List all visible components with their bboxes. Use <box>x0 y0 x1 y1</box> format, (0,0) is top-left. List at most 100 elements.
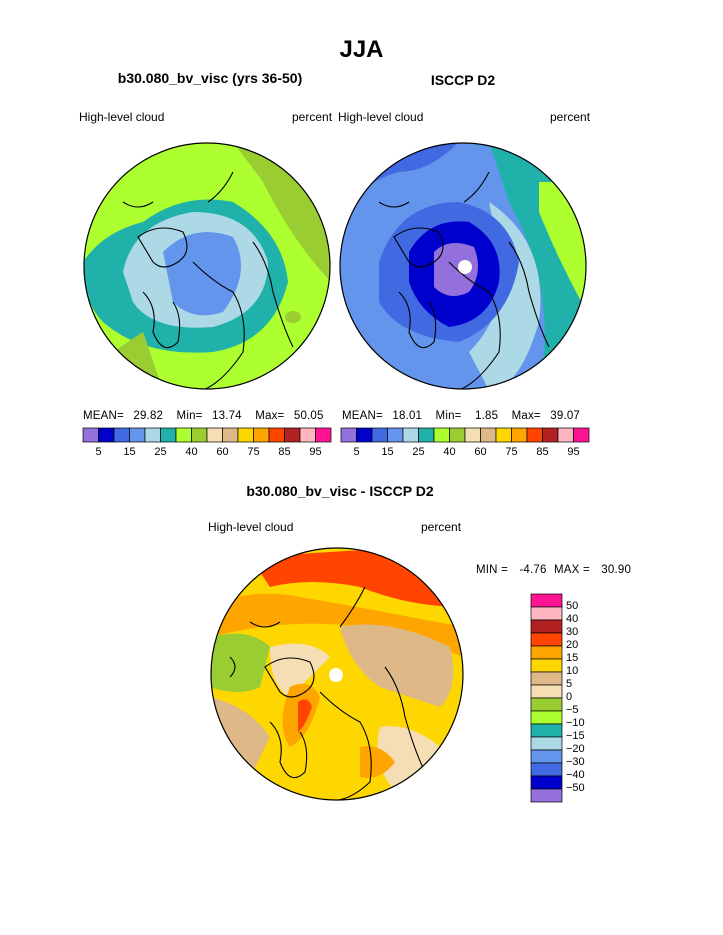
panel1-colorbar-swatch <box>82 427 99 443</box>
panel1-colorbar-swatch <box>268 427 285 443</box>
panel2-colorbar-swatch <box>387 427 404 443</box>
diff-colorbar-label: 40 <box>566 613 579 625</box>
diff-colorbar-swatch <box>530 710 563 725</box>
panel2-colorbar-tick-label: 25 <box>412 446 425 458</box>
diff-colorbar-swatch <box>530 697 563 712</box>
panel1-colorbar-swatch <box>206 427 223 443</box>
diff-colorbar-swatch <box>530 645 563 660</box>
diff-field-label: High-level cloud <box>208 520 294 534</box>
diff-colorbar-swatch <box>530 723 563 738</box>
panel2-units-label: percent <box>550 110 591 124</box>
panel2-min-label: Min= <box>435 410 462 422</box>
panel1-colorbar-swatch <box>253 427 270 443</box>
diff-units-label: percent <box>421 520 462 534</box>
panel2-colorbar-swatch <box>542 427 559 443</box>
diff-stats: MIN = -4.76 MAX = 30.90 <box>476 564 631 576</box>
diff-colorbar-swatch <box>530 658 563 673</box>
panel2-colorbar-swatch <box>573 427 590 443</box>
diff-colorbar-swatch <box>530 736 563 751</box>
panel1-colorbar-swatch <box>160 427 177 443</box>
diff-max-value: 30.90 <box>601 564 632 576</box>
panel2-colorbar-swatch <box>495 427 512 443</box>
panel1-colorbar-swatch <box>299 427 316 443</box>
panel1-colorbar-swatch <box>113 427 130 443</box>
diff-colorbar-label: 5 <box>566 678 573 690</box>
diff-colorbar-swatch <box>530 762 563 777</box>
panel2-colorbar <box>340 427 590 443</box>
panel2-colorbar-tick-label: 60 <box>474 446 487 458</box>
diff-colorbar-swatch <box>530 606 563 621</box>
panel1-colorbar-swatch <box>98 427 115 443</box>
panel1-colorbar-tick-label: 15 <box>123 446 136 458</box>
panel1-colorbar-swatch <box>191 427 208 443</box>
diff-colorbar-label: −10 <box>566 717 585 729</box>
diff-colorbar-label: −30 <box>566 756 585 768</box>
panel1-colorbar-swatch <box>315 427 332 443</box>
panel1-stats: MEAN= 29.82 Min= 13.74 Max= 50.05 <box>83 410 331 422</box>
panel2-colorbar-tick-label: 5 <box>353 446 360 458</box>
panel1-colorbar-swatch <box>144 427 161 443</box>
panel2-max-label: Max= <box>511 410 541 422</box>
panel1-mean-label: MEAN= <box>83 410 124 422</box>
diff-subtitle: b30.080_bv_visc - ISCCP D2 <box>246 483 434 499</box>
panel1-colorbar-tick-label: 5 <box>95 446 102 458</box>
diff-colorbar-label: 15 <box>566 652 579 664</box>
panel1-max-value: 50.05 <box>293 410 324 422</box>
panel1-colorbar-tick-label: 85 <box>278 446 291 458</box>
panel1-min-value: 13.74 <box>212 410 242 422</box>
panel1-colorbar-tick-label: 60 <box>216 446 229 458</box>
panel2-colorbar-swatch <box>464 427 481 443</box>
panel1-colorbar-swatch <box>237 427 254 443</box>
diff-colorbar-label: −15 <box>566 730 585 742</box>
panel1-colorbar-tick-label: 95 <box>309 446 322 458</box>
diff-colorbar-swatch <box>530 788 563 803</box>
panel2-colorbar-swatch <box>511 427 528 443</box>
panel1-colorbar <box>82 427 332 443</box>
page-title: JJA <box>339 36 384 63</box>
diff-colorbar-swatch <box>530 593 563 608</box>
diff-colorbar-swatch <box>530 749 563 764</box>
diff-colorbar-label: −50 <box>566 782 585 794</box>
panel1-field-label: High-level cloud <box>79 110 165 124</box>
panel2-subtitle: ISCCP D2 <box>430 72 496 88</box>
panel2-colorbar-swatch <box>340 427 357 443</box>
diff-colorbar-label: 20 <box>566 639 579 651</box>
panel2-colorbar-tick-label: 95 <box>567 446 580 458</box>
diff-colorbar-swatch <box>530 775 563 790</box>
diff-polar-map <box>210 547 464 801</box>
pole-mask <box>458 260 472 274</box>
panel2-mean-value: 18.01 <box>392 410 423 422</box>
panel1-colorbar-tick-label: 25 <box>154 446 167 458</box>
diff-colorbar-swatch <box>530 684 563 699</box>
panel2-colorbar-ticks: 5 15 25 40 60 75 85 95 <box>341 446 589 460</box>
panel2-colorbar-swatch <box>480 427 497 443</box>
diff-colorbar-swatch <box>530 632 563 647</box>
diff-colorbar <box>530 593 563 803</box>
diff-colorbar-label: −20 <box>566 743 585 755</box>
panel2-colorbar-swatch <box>433 427 450 443</box>
panel2-min-value: 1.85 <box>475 410 499 422</box>
panel1-colorbar-tick-label: 75 <box>247 446 260 458</box>
diff-colorbar-label: 30 <box>566 626 579 638</box>
panel2-colorbar-swatch <box>557 427 574 443</box>
panel2-colorbar-tick-label: 40 <box>443 446 456 458</box>
panel1-max-label: Max= <box>255 410 285 422</box>
panel2-colorbar-swatch <box>371 427 388 443</box>
panel1-polar-map <box>83 142 331 390</box>
diff-colorbar-label: 50 <box>566 600 579 612</box>
diff-colorbar-label: −5 <box>566 704 579 716</box>
diff-colorbar-label: −40 <box>566 769 585 781</box>
diff-colorbar-swatch <box>530 619 563 634</box>
panel2-colorbar-tick-label: 85 <box>536 446 549 458</box>
panel1-colorbar-swatch <box>175 427 192 443</box>
panel2-colorbar-tick-label: 75 <box>505 446 518 458</box>
panel1-subtitle: b30.080_bv_visc (yrs 36-50) <box>117 70 303 86</box>
panel1-colorbar-swatch <box>222 427 239 443</box>
diff-min-label: MIN = <box>476 564 508 576</box>
diff-colorbar-swatch <box>530 671 563 686</box>
panel1-colorbar-tick-label: 40 <box>185 446 198 458</box>
panel2-stats: MEAN= 18.01 Min= 1.85 Max= 39.07 <box>342 410 590 422</box>
panel2-colorbar-tick-label: 15 <box>381 446 394 458</box>
diff-min-value: -4.76 <box>519 564 547 576</box>
panel1-mean-value: 29.82 <box>133 410 164 422</box>
